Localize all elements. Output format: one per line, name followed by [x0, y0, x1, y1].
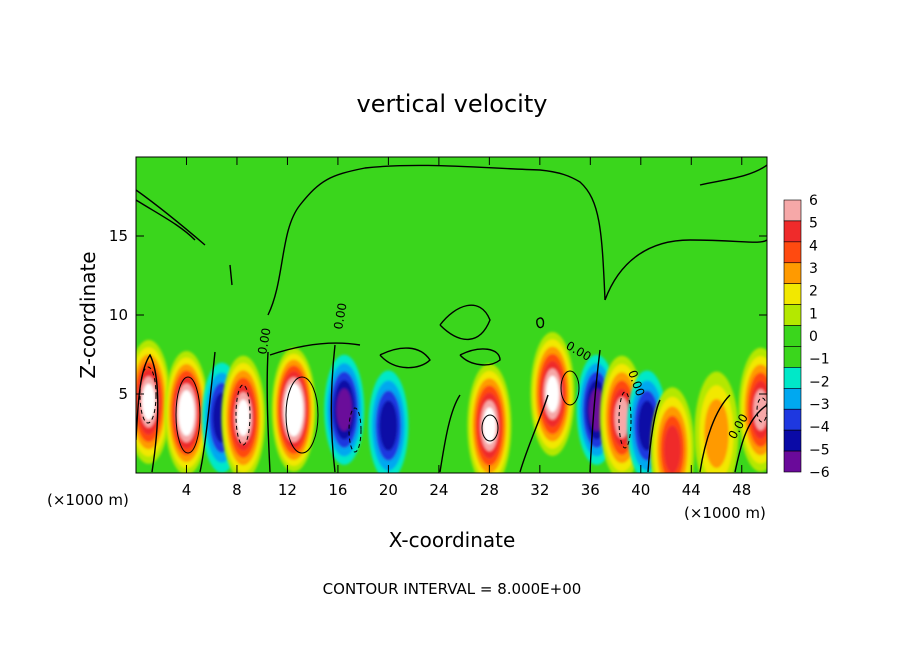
- updraft-cell: [738, 347, 767, 472]
- colorbar-swatch: [783, 304, 802, 326]
- x-tick-label: 20: [379, 481, 398, 499]
- colorbar-label: −4: [809, 420, 830, 436]
- colorbar-label: 3: [809, 261, 818, 277]
- velocity-band: [663, 425, 681, 473]
- heatmap-field: 0.00 0.00 0.00 0.00 0.00: [136, 157, 767, 473]
- y-axis: 5 10 15: [109, 227, 767, 403]
- x-tick-label: 36: [581, 481, 600, 499]
- colorbar-label: −1: [809, 352, 830, 368]
- negative-contours: [139, 366, 767, 453]
- updraft-cell: [467, 363, 512, 473]
- updraft-cell: [650, 387, 695, 473]
- contour-interval-note: CONTOUR INTERVAL = 8.000E+00: [323, 580, 582, 598]
- velocity-band: [288, 395, 299, 425]
- colorbar-swatch: [783, 429, 802, 452]
- chart-title: vertical velocity: [357, 90, 548, 118]
- colorbar-swatch: [783, 450, 802, 473]
- updraft-cell: [164, 350, 209, 473]
- updraft-cell: [136, 339, 171, 464]
- colorbar-label: −2: [809, 374, 830, 390]
- velocity-band: [180, 396, 193, 430]
- colorbar-swatch: [783, 367, 802, 389]
- y-tick-label: 15: [109, 227, 128, 245]
- x-tick-label: 4: [182, 481, 192, 499]
- velocity-band: [379, 400, 398, 451]
- downdraft-cell: [368, 370, 409, 473]
- y-tick-label: 5: [118, 385, 128, 403]
- velocity-band: [614, 397, 630, 439]
- colorbar: 6 5 4 3 2 1 0 −1 −2 −3 −4 −5 −6: [783, 193, 830, 481]
- colorbar-swatch: [783, 408, 802, 431]
- x-axis-label: X-coordinate: [389, 528, 516, 552]
- x-tick-label: 16: [328, 481, 347, 499]
- x-axis: 4 8 12 16 20 24 28 32 36 40 44 48: [182, 157, 751, 499]
- x-tick-label: 8: [232, 481, 242, 499]
- x-tick-label: 24: [429, 481, 448, 499]
- colorbar-label: −6: [809, 465, 830, 481]
- x-tick-label: 40: [631, 481, 650, 499]
- updraft-cell: [530, 332, 575, 456]
- x-tick-label: 48: [732, 481, 751, 499]
- colorbar-swatch: [783, 220, 802, 243]
- velocity-band: [142, 383, 156, 421]
- velocity-band: [545, 375, 559, 413]
- x-tick-label: 28: [480, 481, 499, 499]
- vertical-velocity-cells: [136, 332, 767, 473]
- colorbar-swatch: [783, 262, 802, 284]
- updraft-cell: [221, 355, 266, 473]
- x-tick-label: 32: [530, 481, 549, 499]
- colorbar-label: −3: [809, 397, 830, 413]
- x-tick-label: 12: [278, 481, 297, 499]
- colorbar-swatch: [783, 325, 802, 347]
- downdraft-cell: [324, 354, 365, 465]
- x-unit-label-left: (×1000 m): [47, 491, 129, 509]
- colorbar-label: 2: [809, 284, 818, 300]
- colorbar-swatch: [783, 241, 802, 264]
- positive-contours: [175, 370, 580, 454]
- updraft-cell: [271, 347, 316, 472]
- colorbar-label: 5: [809, 216, 818, 232]
- colorbar-swatch: [783, 388, 802, 410]
- colorbar-label: −5: [809, 442, 830, 458]
- contour-label: 0.00: [331, 302, 349, 331]
- x-tick-label: 44: [682, 481, 701, 499]
- zero-contours: [136, 164, 767, 473]
- y-axis-label: Z-coordinate: [76, 251, 100, 378]
- colorbar-swatch: [783, 199, 802, 222]
- colorbar-label: 4: [809, 238, 818, 254]
- colorbar-label: 0: [809, 329, 818, 345]
- colorbar-label: 6: [809, 193, 818, 209]
- y-tick-label: 10: [109, 306, 128, 324]
- velocity-band: [236, 399, 250, 436]
- velocity-band: [704, 399, 729, 468]
- x-unit-label-right: (×1000 m): [684, 504, 766, 522]
- colorbar-swatch: [783, 283, 802, 305]
- colorbar-label: 1: [809, 306, 818, 322]
- contour-label: 0.00: [255, 327, 273, 356]
- velocity-band: [336, 388, 352, 431]
- colorbar-swatch: [783, 346, 802, 368]
